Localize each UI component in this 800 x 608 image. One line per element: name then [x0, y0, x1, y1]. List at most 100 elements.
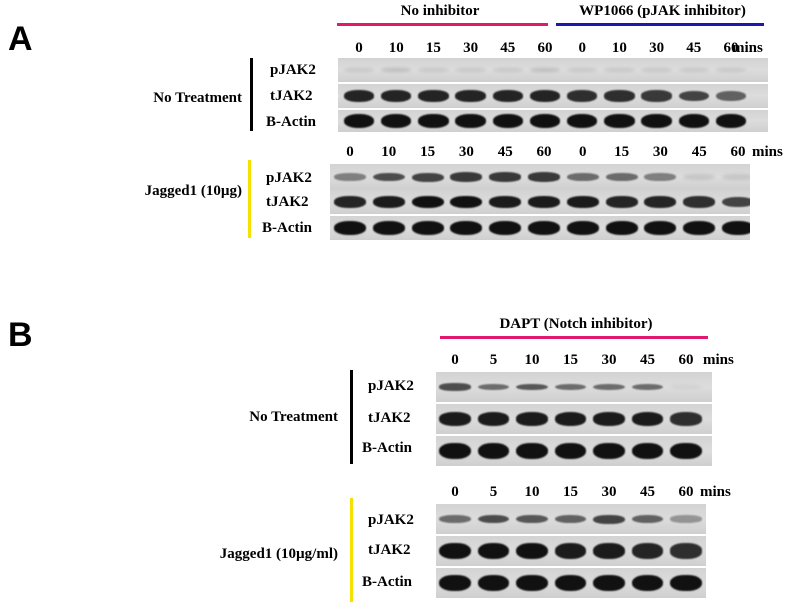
timepoint-label: 0	[355, 40, 363, 56]
blot-band	[477, 412, 510, 426]
blot-strip	[436, 436, 712, 466]
panel-a-jagged1-pjak2-label: pJAK2	[266, 170, 312, 186]
blot-band	[477, 443, 510, 459]
panel-a-jagged1-tjak2-label: tJAK2	[266, 194, 309, 210]
blot-band	[477, 543, 510, 559]
blot-band	[644, 221, 677, 235]
panel-a-jagged1-units: mins	[752, 144, 783, 160]
blot-band	[528, 196, 560, 208]
blot-band	[439, 575, 471, 591]
blot-band	[492, 114, 524, 128]
blot-band	[554, 443, 587, 459]
timepoint-label: 30	[601, 484, 617, 500]
blot-band	[455, 68, 486, 72]
blot-band	[372, 196, 405, 208]
blot-band	[631, 412, 664, 426]
blot-band	[604, 90, 635, 102]
panel-b-no-treatment-units: mins	[703, 352, 734, 368]
blot-band	[605, 221, 638, 235]
timepoint-label: 45	[500, 40, 516, 56]
timepoint-label: 30	[458, 144, 474, 160]
timepoint-label: 60	[678, 352, 694, 368]
blot-band	[334, 173, 366, 181]
timepoint-label: 0	[579, 144, 587, 160]
blot-band	[631, 514, 664, 524]
blot-band	[450, 196, 483, 208]
panel-b-no-treatment-bactin-label: B-Actin	[362, 440, 412, 456]
blot-band	[516, 383, 548, 391]
blot-band	[380, 90, 412, 102]
blot-band	[450, 172, 483, 182]
blot-band	[334, 196, 366, 208]
blot-band	[477, 575, 510, 591]
blot-band	[516, 412, 548, 426]
blot-band	[593, 412, 625, 426]
timepoint-label: 0	[451, 484, 459, 500]
blot-strip	[338, 84, 768, 108]
panel-b-no-treatment-pjak2-label: pJAK2	[368, 378, 414, 394]
panel-a-group-no-inhibitor-label: No inhibitor	[400, 3, 480, 19]
timepoint-label: 0	[578, 40, 586, 56]
timepoint-label: 15	[563, 352, 578, 368]
blot-band	[593, 514, 625, 524]
panel-b-no-treatment-tjak2-label: tJAK2	[368, 410, 411, 426]
blot-band	[334, 221, 366, 235]
blot-band	[516, 514, 548, 524]
blot-band	[593, 543, 625, 559]
blot-strip	[330, 164, 750, 190]
panel-b-jagged1-pjak2-label: pJAK2	[368, 512, 414, 528]
blot-band	[489, 196, 522, 208]
timepoint-label: 45	[640, 352, 655, 368]
blot-band	[439, 383, 471, 391]
timepoint-label: 60	[730, 144, 746, 160]
blot-band	[439, 514, 471, 524]
blot-band	[343, 90, 375, 102]
blot-strip	[338, 110, 768, 132]
blot-strip	[436, 536, 706, 566]
blot-band	[605, 172, 638, 182]
panel-a-jagged1-condition: Jagged1 (10µg)	[144, 183, 242, 199]
blot-band	[455, 90, 486, 102]
panel-a-group-wp1066-line	[556, 23, 764, 26]
timepoint-label: 30	[649, 40, 665, 56]
blot-strip	[436, 568, 706, 598]
blot-band	[418, 114, 449, 128]
timepoint-label: 15	[425, 40, 441, 56]
timepoint-label: 60	[537, 40, 553, 56]
blot-band	[529, 90, 561, 102]
timepoint-label: 45	[497, 144, 513, 160]
timepoint-label: 45	[686, 40, 702, 56]
blot-strip	[330, 216, 750, 240]
timepoint-label: 15	[614, 144, 630, 160]
blot-band	[489, 172, 522, 182]
blot-band	[455, 114, 486, 128]
blot-band	[439, 443, 471, 459]
blot-band	[604, 114, 635, 128]
blot-band	[372, 172, 405, 182]
blot-band	[528, 221, 560, 235]
panel-a-no-treatment-tjak2-label: tJAK2	[270, 88, 313, 104]
blot-band	[670, 443, 702, 459]
blot-band	[593, 383, 625, 391]
timepoint-label: 0	[346, 144, 354, 160]
blot-band	[566, 114, 598, 128]
panel-b-group-dapt-label: DAPT (Notch inhibitor)	[499, 316, 653, 332]
panel-b-jagged1-tjak2-label: tJAK2	[368, 542, 411, 558]
timepoint-label: 10	[381, 144, 397, 160]
blot-band	[477, 383, 510, 391]
timepoint-label: 15	[420, 144, 436, 160]
blot-band	[683, 196, 716, 208]
panel-a-no-treatment-bactin-label: B-Actin	[266, 114, 316, 130]
timepoint-label: 60	[536, 144, 552, 160]
panel-a-no-treatment-units: mins	[732, 40, 763, 56]
blot-band	[678, 114, 710, 128]
blot-band	[722, 221, 750, 235]
blot-band	[566, 90, 598, 102]
blot-band	[683, 173, 716, 181]
blot-band	[418, 68, 449, 72]
panel-b-jagged1-bracket	[350, 498, 353, 602]
blot-band	[380, 68, 412, 72]
panel-b-no-treatment-bracket	[350, 370, 353, 464]
blot-band	[343, 114, 375, 128]
panel-b-letter: B	[8, 316, 33, 354]
